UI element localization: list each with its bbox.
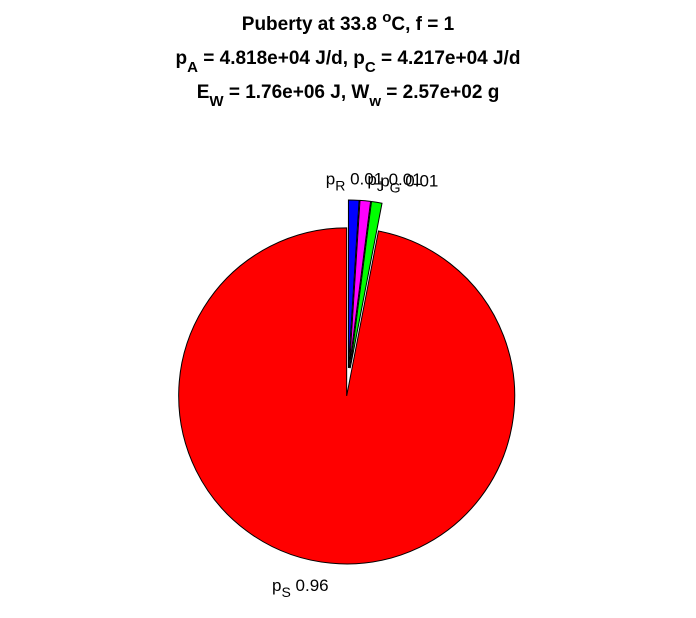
- chart-title: pA = 4.818e+04 J/d, pC = 4.217e+04 J/d: [176, 48, 521, 76]
- title-part: = 4.818e+04 J/d, p: [198, 48, 365, 69]
- label-sub: J: [377, 178, 384, 194]
- title-part: = 4.217e+04 J/d: [376, 48, 521, 69]
- label-sub: R: [335, 177, 345, 193]
- slice-label: pR 0.01: [326, 169, 383, 193]
- label-symbol: p: [326, 169, 335, 188]
- title-part: W: [209, 93, 224, 110]
- label-value: 0.01: [401, 172, 439, 191]
- title-part: C: [365, 59, 376, 76]
- title-part: w: [368, 93, 381, 110]
- title-part: o: [382, 9, 391, 26]
- label-sub: S: [281, 584, 290, 600]
- slice-label: pG 0.01: [380, 172, 438, 196]
- title-part: A: [187, 59, 198, 76]
- title-part: = 2.57e+02 g: [381, 82, 499, 103]
- title-part: C, f = 1: [391, 14, 454, 35]
- pie-slice: [348, 199, 372, 369]
- label-value: 0.01: [384, 170, 422, 189]
- label-value: 0.01: [345, 169, 383, 188]
- title-part: p: [176, 48, 188, 69]
- label-sub: G: [390, 180, 401, 196]
- title-part: Puberty at 33.8: [242, 14, 382, 35]
- title-part: E: [197, 82, 210, 103]
- label-symbol: p: [380, 172, 389, 191]
- slice-label: pJ 0.01: [367, 170, 421, 194]
- pie-slice: [349, 200, 383, 369]
- pie-slice: [347, 199, 360, 369]
- chart-title: Puberty at 33.8 oC, f = 1: [242, 9, 455, 35]
- label-value: 0.96: [291, 576, 329, 595]
- slice-label: pS 0.96: [272, 576, 329, 600]
- title-part: = 1.76e+06 J, W: [224, 82, 370, 103]
- pie-slice: [178, 227, 516, 565]
- chart-title: EW = 1.76e+06 J, Ww = 2.57e+02 g: [197, 82, 500, 110]
- label-symbol: p: [367, 170, 376, 189]
- label-symbol: p: [272, 576, 281, 595]
